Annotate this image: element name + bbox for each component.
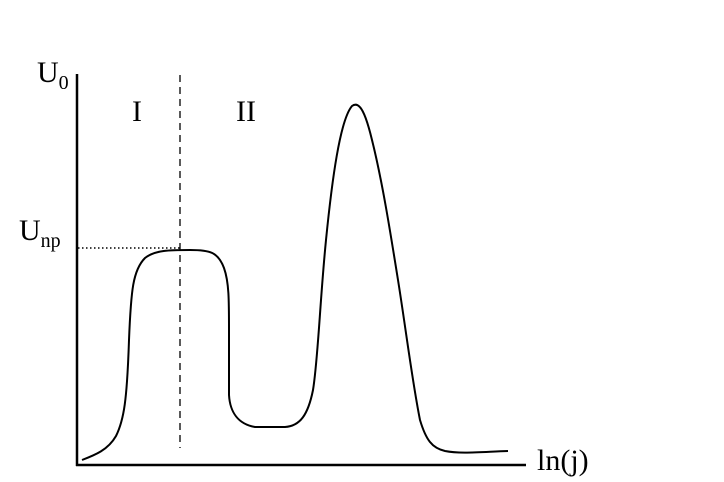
curve [81,103,509,461]
reference-label-sub: np [41,230,61,252]
reference-label-main: U [19,214,41,247]
y-axis-label-sub: 0 [59,72,69,94]
y-axis-label-main: U [37,56,59,89]
region-label: I [132,95,142,128]
region-label: II [236,95,256,128]
reference-label: Unp [19,214,61,252]
y-axis-label: U0 [37,56,69,94]
x-axis-label: ln(j) [537,444,589,477]
